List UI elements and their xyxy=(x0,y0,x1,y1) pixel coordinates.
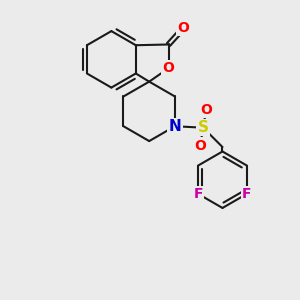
Text: S: S xyxy=(198,120,209,135)
Text: O: O xyxy=(177,21,189,35)
Text: F: F xyxy=(193,187,203,201)
Text: F: F xyxy=(242,187,252,201)
Text: O: O xyxy=(163,61,174,75)
Text: O: O xyxy=(194,139,206,152)
Text: N: N xyxy=(169,119,181,134)
Text: O: O xyxy=(200,103,212,117)
